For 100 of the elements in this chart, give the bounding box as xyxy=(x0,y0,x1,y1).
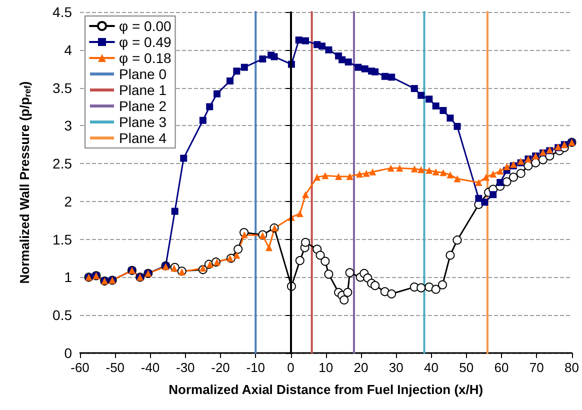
point xyxy=(325,46,332,54)
point xyxy=(440,107,447,114)
y-tick-label: 2 xyxy=(64,193,72,210)
point xyxy=(324,270,334,279)
point xyxy=(446,171,454,178)
point xyxy=(322,172,329,180)
point xyxy=(503,163,510,170)
x-tick-label: -40 xyxy=(140,360,160,375)
point xyxy=(388,74,396,81)
point xyxy=(482,174,490,181)
point xyxy=(431,284,440,294)
point xyxy=(296,210,304,218)
x-tick-label: 60 xyxy=(494,360,509,375)
legend-label: Plane 1 xyxy=(119,82,167,98)
x-tick-label: -10 xyxy=(246,360,266,375)
point xyxy=(381,72,388,80)
point xyxy=(199,116,206,124)
point xyxy=(396,164,404,172)
point xyxy=(340,295,349,304)
y-tick-label: 1.5 xyxy=(52,231,72,248)
y-tick-label: 0.5 xyxy=(52,307,72,324)
point xyxy=(233,252,240,259)
point xyxy=(354,64,362,71)
point xyxy=(346,172,354,180)
point xyxy=(314,174,321,181)
x-tick-label: 40 xyxy=(424,360,438,375)
point xyxy=(213,90,220,98)
x-tick-label: 30 xyxy=(388,360,404,375)
point xyxy=(302,191,310,198)
point xyxy=(410,165,418,172)
legend-label: φ = 0.49 xyxy=(119,34,172,50)
point xyxy=(475,194,482,202)
point xyxy=(233,68,240,75)
y-tick-label: 3.5 xyxy=(52,80,72,96)
point xyxy=(301,238,310,247)
point xyxy=(496,168,504,175)
point xyxy=(320,256,330,266)
point xyxy=(361,65,368,72)
x-tick-label: 0 xyxy=(287,360,294,375)
point xyxy=(295,256,304,266)
legend-label: Plane 2 xyxy=(119,98,167,114)
point xyxy=(440,169,447,176)
point xyxy=(171,208,178,215)
point xyxy=(345,268,354,278)
y-tick-label: 0 xyxy=(64,345,72,361)
point xyxy=(343,288,352,297)
x-tick-label: -30 xyxy=(176,360,195,375)
y-axis-title: Normalized Wall Pressure (p/pref) xyxy=(17,81,32,284)
y-tick-label: 4.5 xyxy=(52,4,72,20)
point xyxy=(416,283,426,292)
point xyxy=(418,166,425,174)
point xyxy=(508,172,518,182)
point xyxy=(338,56,346,64)
point xyxy=(226,77,234,84)
point xyxy=(199,264,206,272)
point xyxy=(496,179,504,186)
point xyxy=(424,282,434,292)
point xyxy=(438,280,448,290)
point xyxy=(240,64,248,71)
y-tick-label: 2.5 xyxy=(52,156,72,172)
point xyxy=(206,103,214,110)
y-tick-label: 3 xyxy=(64,118,72,134)
x-tick-label: 20 xyxy=(354,360,368,375)
point xyxy=(240,231,248,238)
point xyxy=(454,175,461,182)
legend-label: Plane 0 xyxy=(119,66,167,82)
point xyxy=(387,164,394,172)
point xyxy=(295,36,302,44)
point xyxy=(432,102,440,110)
x-tick-label: -20 xyxy=(211,360,230,375)
point xyxy=(426,166,433,174)
point xyxy=(452,236,462,245)
point xyxy=(446,250,455,260)
x-tick-label: 80 xyxy=(564,360,580,375)
point xyxy=(356,170,364,178)
point xyxy=(446,114,454,122)
legend-label: Plane 4 xyxy=(119,130,167,146)
x-axis-title: Normalized Axial Distance from Fuel Injection (x/H) xyxy=(168,382,484,397)
y-tick-label: 1 xyxy=(64,269,72,286)
point xyxy=(418,92,425,99)
point xyxy=(410,85,418,92)
point xyxy=(481,198,488,206)
point xyxy=(259,55,266,62)
legend-label: Plane 3 xyxy=(119,114,167,130)
point xyxy=(490,191,497,198)
point xyxy=(234,244,243,254)
legend-label: φ = 0.18 xyxy=(119,50,172,66)
point xyxy=(316,250,325,260)
point xyxy=(370,281,380,290)
point xyxy=(454,122,461,130)
point xyxy=(344,58,352,66)
point xyxy=(369,168,376,176)
point xyxy=(226,254,234,262)
point xyxy=(180,154,188,162)
x-tick-label: -50 xyxy=(106,360,125,375)
point xyxy=(490,170,497,178)
point xyxy=(387,289,396,298)
x-tick-label: -60 xyxy=(70,360,90,375)
point xyxy=(380,287,390,296)
point xyxy=(335,172,342,180)
